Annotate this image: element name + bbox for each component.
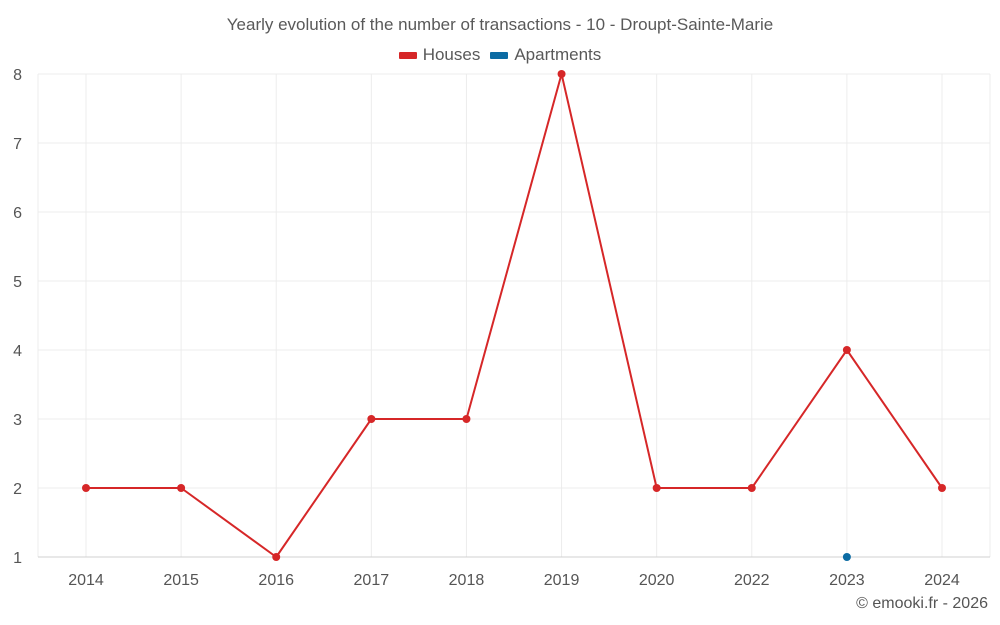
data-point-houses-2017 [367,415,376,423]
series-line-houses [86,73,943,558]
data-point-apartments-2023 [842,553,851,561]
x-tick-label-2014: 2014 [68,572,104,589]
chart-title: Yearly evolution of the number of transa… [226,15,774,34]
legend-swatch-apartments [490,51,509,59]
data-point-houses-2019 [557,70,566,78]
data-point-houses-2015 [177,484,186,492]
x-tick-label-2015: 2015 [163,572,199,589]
legend-label-houses: Houses [422,45,481,64]
data-point-houses-2023 [842,346,851,354]
data-point-houses-2014 [82,484,90,492]
data-point-houses-2018 [462,415,471,423]
y-tick-label-5: 5 [13,274,22,291]
x-tick-label-2016: 2016 [258,572,294,589]
data-point-houses-2024 [938,484,946,492]
x-tick-label-2022: 2022 [734,572,770,589]
footer-copyright: © emooki.fr - 2026 [856,595,988,612]
data-point-houses-2022 [747,484,756,492]
chart-legend: Houses Apartments [0,45,1000,65]
y-tick-label-7: 7 [13,136,22,153]
legend-swatch-houses [398,51,417,59]
x-tick-label-2017: 2017 [354,572,390,589]
legend-item-houses[interactable]: Houses [398,45,481,65]
x-tick-label-2019: 2019 [544,572,580,589]
legend-item-apartments[interactable]: Apartments [490,45,601,65]
y-tick-label-6: 6 [13,205,22,222]
data-point-houses-2016 [272,553,281,561]
y-tick-label-2: 2 [13,481,22,498]
x-tick-label-2018: 2018 [449,572,485,589]
x-tick-label-2020: 2020 [639,572,675,589]
y-tick-label-3: 3 [13,412,22,429]
y-tick-label-4: 4 [13,343,22,360]
x-tick-label-2023: 2023 [829,572,865,589]
data-point-houses-2020 [652,484,661,492]
y-tick-label-1: 1 [13,550,22,567]
y-tick-label-8: 8 [13,67,22,84]
legend-label-apartments: Apartments [514,45,602,64]
x-tick-label-2024: 2024 [924,572,960,589]
